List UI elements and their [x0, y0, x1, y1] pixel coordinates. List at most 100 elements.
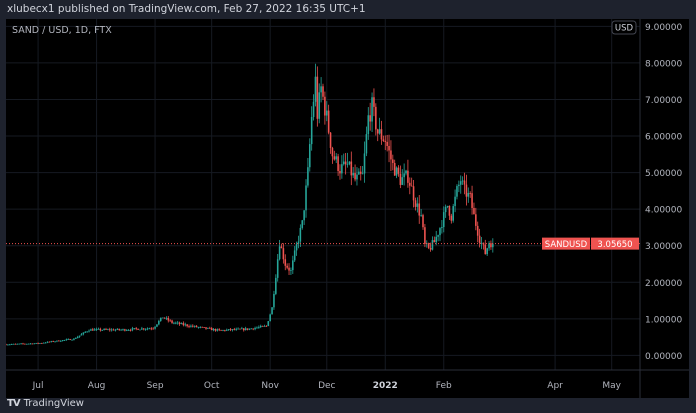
candle-body — [456, 186, 458, 197]
candle-body — [76, 336, 79, 339]
candle-body — [146, 328, 149, 330]
last-price-label: 3.05650 — [597, 240, 632, 250]
candle-body — [222, 330, 224, 331]
candle-body — [388, 145, 390, 151]
candle-body — [244, 328, 247, 331]
candle-body — [186, 324, 188, 327]
candle-body — [61, 340, 64, 342]
candle-body — [354, 173, 356, 180]
candle-body — [227, 329, 230, 331]
candle-body — [256, 327, 258, 329]
candle-body — [461, 180, 464, 182]
candle-body — [152, 328, 154, 330]
candle-body — [473, 207, 475, 215]
candle-body — [188, 326, 190, 327]
candle-body — [435, 236, 438, 243]
candle-body — [318, 92, 321, 119]
symbol-label: SAND / USD, 1D, FTX — [12, 25, 112, 36]
candle-body — [16, 343, 19, 345]
candle-body — [178, 322, 181, 325]
candle-body — [91, 329, 94, 331]
candle-body — [369, 115, 371, 122]
chart-area[interactable]: 9.00000 8.00000 7.00000 6.00000 5.00000 4.000… — [5, 19, 689, 398]
candle-body — [25, 343, 28, 345]
candle-body — [5, 344, 7, 346]
candle-body — [444, 207, 447, 213]
candle-body — [199, 326, 202, 328]
candle-body — [258, 327, 260, 328]
candle-body — [114, 329, 117, 331]
candle-body — [284, 259, 287, 266]
candle-body — [348, 161, 351, 165]
candle-body — [322, 86, 324, 97]
candle-body — [371, 97, 373, 122]
candle-body — [48, 341, 51, 343]
candle-body — [320, 86, 322, 93]
candle-body — [359, 171, 362, 174]
candle-body — [288, 267, 290, 271]
x-tick-label: Aug — [88, 381, 106, 391]
candle-body — [137, 328, 139, 330]
candle-body — [401, 177, 404, 185]
candle-body — [265, 325, 268, 327]
candle-body — [159, 317, 162, 321]
candle-body — [250, 328, 253, 330]
candle-body — [463, 180, 466, 185]
candle-body — [69, 339, 71, 341]
candle-body — [335, 156, 338, 160]
candle-body — [65, 339, 68, 341]
candle-body — [80, 334, 83, 336]
candle-body — [24, 343, 26, 345]
candle-body — [324, 96, 326, 116]
candle-body — [439, 228, 441, 236]
candle-body — [27, 343, 30, 345]
candle-body — [46, 341, 49, 343]
candlestick-chart[interactable]: 9.00000 8.00000 7.00000 6.00000 5.00000 4.000… — [5, 19, 689, 398]
candle-body — [363, 153, 366, 174]
candle-body — [88, 330, 90, 332]
tradingview-logo[interactable]: TV TradingView — [7, 398, 84, 409]
x-tick-label: Nov — [261, 381, 279, 391]
candle-body — [201, 326, 204, 328]
candle-body — [259, 325, 262, 328]
candle-body — [239, 328, 241, 330]
candle-body — [108, 329, 111, 331]
candle-body — [375, 106, 377, 130]
candle-body — [231, 329, 234, 331]
candle-body — [107, 329, 109, 331]
y-tick-label: 1.00000 — [645, 315, 682, 325]
candle-body — [486, 248, 488, 255]
candle-body — [135, 328, 137, 329]
candle-body — [337, 156, 339, 172]
candle-body — [418, 203, 421, 216]
candle-body — [42, 342, 45, 344]
candle-body — [252, 328, 254, 330]
candle-body — [412, 186, 415, 201]
candle-body — [358, 171, 360, 175]
candle-body — [58, 340, 60, 342]
candle-body — [312, 101, 315, 117]
candle-body — [475, 214, 477, 226]
candle-body — [350, 161, 353, 176]
candle-body — [124, 329, 126, 331]
y-tick-label: 9.00000 — [645, 23, 682, 33]
candle-body — [429, 247, 432, 250]
candle-body — [373, 97, 375, 107]
x-tick-label: Dec — [318, 381, 335, 391]
publish-info: xlubecx1 published on TradingView.com, F… — [7, 3, 366, 15]
candle-body — [390, 150, 392, 160]
candle-body — [365, 134, 368, 154]
candle-body — [325, 110, 328, 116]
candle-body — [31, 343, 34, 345]
candle-body — [295, 243, 298, 251]
candle-body — [35, 342, 37, 344]
candle-body — [127, 329, 130, 331]
candle-body — [44, 342, 47, 344]
candle-body — [342, 161, 345, 165]
candle-body — [410, 185, 413, 187]
candle-body — [14, 343, 17, 345]
tv-logo-icon: TV — [7, 398, 21, 409]
candle-body — [488, 243, 490, 249]
candle-body — [10, 344, 13, 345]
candle-body — [448, 205, 451, 216]
